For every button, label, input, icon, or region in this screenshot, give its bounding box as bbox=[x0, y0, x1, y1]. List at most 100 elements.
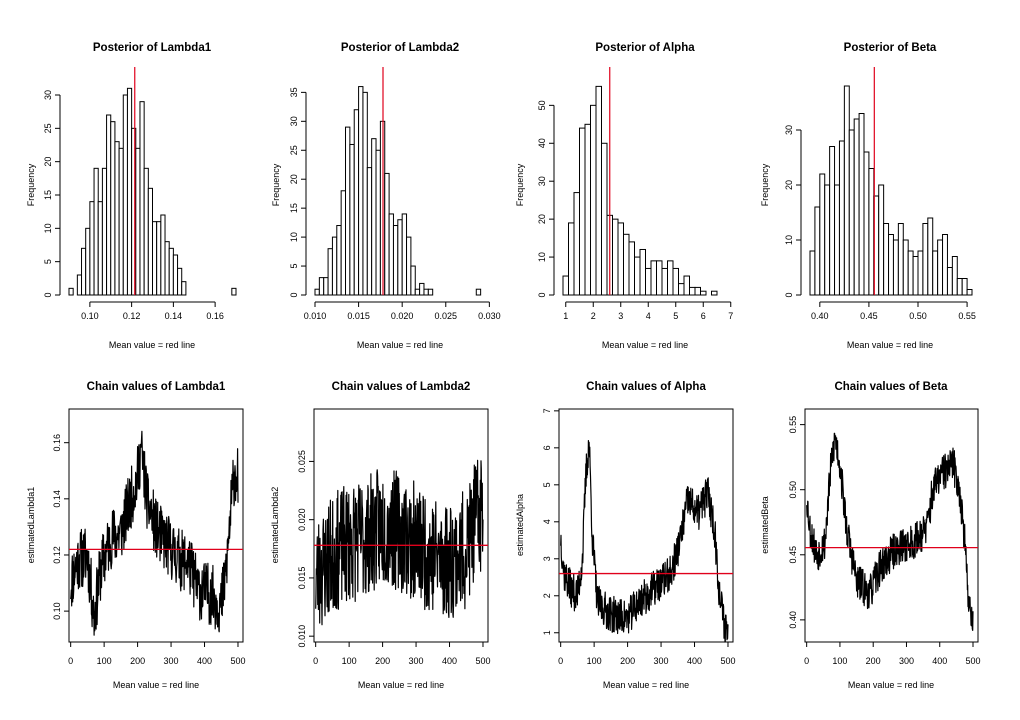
y-tick-label: 5 bbox=[542, 482, 552, 487]
y-tick-label: 0.10 bbox=[52, 602, 62, 620]
trace-lambda1-panel: Chain values of Lambda1 estimatedLambda1… bbox=[26, 381, 245, 690]
y-tick-label: 15 bbox=[289, 203, 299, 213]
histogram-bar bbox=[942, 234, 948, 296]
histogram-bar bbox=[863, 151, 870, 296]
histogram-bar bbox=[883, 223, 890, 296]
histogram-bar bbox=[371, 138, 377, 296]
y-tick-label: 30 bbox=[537, 176, 547, 186]
y-tick-label: 0.025 bbox=[297, 450, 307, 473]
y-axis-label: Frequency bbox=[271, 163, 281, 206]
y-tick-label: 4 bbox=[542, 519, 552, 524]
histogram-bar bbox=[85, 227, 91, 296]
y-tick-label: 7 bbox=[542, 408, 552, 413]
x-tick-label: 0.55 bbox=[958, 311, 976, 321]
y-tick-label: 20 bbox=[537, 214, 547, 224]
histogram-bar bbox=[475, 288, 482, 296]
x-tick-label: 400 bbox=[442, 656, 457, 666]
histogram-bar bbox=[595, 85, 602, 296]
chain-trace-line bbox=[315, 459, 484, 626]
x-tick-label: 0.025 bbox=[435, 311, 458, 321]
x-tick-label: 0.14 bbox=[165, 311, 183, 321]
histogram-bar bbox=[858, 113, 865, 296]
histogram-bar bbox=[122, 94, 128, 296]
panel-title: Chain values of Alpha bbox=[586, 381, 706, 393]
histogram-bar bbox=[937, 239, 944, 296]
y-axis-label: Frequency bbox=[760, 163, 770, 206]
panel-title: Posterior of Lambda2 bbox=[341, 42, 459, 54]
x-tick-label: 500 bbox=[230, 656, 245, 666]
histogram-bar bbox=[573, 192, 580, 296]
plot-frame bbox=[313, 408, 489, 643]
x-tick-label: 0 bbox=[68, 656, 73, 666]
histogram-bar bbox=[951, 256, 958, 296]
x-tick-label: 1 bbox=[563, 311, 568, 321]
y-axis-label: estimatedBeta bbox=[760, 496, 770, 554]
x-axis-label: Mean value = red line bbox=[847, 340, 933, 350]
histogram-bar bbox=[362, 91, 368, 296]
y-tick-label: 5 bbox=[289, 264, 299, 269]
y-tick-label: 0.020 bbox=[297, 508, 307, 531]
x-axis-label: Mean value = red line bbox=[113, 680, 199, 690]
histogram-bar bbox=[843, 85, 850, 296]
x-tick-label: 5 bbox=[673, 311, 678, 321]
histogram-bar bbox=[601, 142, 608, 296]
panel-title: Posterior of Beta bbox=[844, 42, 937, 54]
histogram-bar bbox=[406, 236, 412, 296]
x-tick-label: 500 bbox=[965, 656, 980, 666]
histogram-bar bbox=[81, 247, 87, 296]
histogram-bar bbox=[93, 167, 99, 296]
x-tick-label: 0.50 bbox=[909, 311, 927, 321]
histogram-bar bbox=[584, 123, 591, 296]
x-axis-label: Mean value = red line bbox=[109, 340, 195, 350]
histogram-bar bbox=[392, 225, 399, 296]
y-tick-label: 20 bbox=[289, 174, 299, 184]
x-tick-label: 0.45 bbox=[860, 311, 878, 321]
chain-trace-line bbox=[806, 432, 974, 632]
y-tick-label: 0.16 bbox=[52, 434, 62, 452]
histogram-bar bbox=[164, 241, 170, 296]
histogram-bar bbox=[848, 129, 855, 296]
histogram-bar bbox=[562, 275, 569, 296]
x-tick-label: 300 bbox=[164, 656, 179, 666]
x-tick-label: 0 bbox=[558, 656, 563, 666]
histogram-bar bbox=[590, 104, 597, 296]
histogram-bar bbox=[834, 184, 840, 296]
x-tick-label: 0.015 bbox=[347, 311, 370, 321]
x-tick-label: 0.020 bbox=[391, 311, 414, 321]
histogram-bar bbox=[623, 233, 630, 296]
y-axis-label: Frequency bbox=[26, 163, 36, 206]
x-tick-label: 500 bbox=[475, 656, 490, 666]
histogram-bar bbox=[423, 288, 429, 296]
histogram-bar bbox=[331, 236, 338, 296]
x-axis-label: Mean value = red line bbox=[848, 680, 934, 690]
x-tick-label: 400 bbox=[687, 656, 702, 666]
histogram-bar bbox=[902, 239, 909, 296]
y-axis-label: Frequency bbox=[515, 163, 525, 206]
y-tick-label: 50 bbox=[537, 100, 547, 110]
trace-alpha-panel: Chain values of Alpha estimatedAlpha Mea… bbox=[515, 381, 735, 690]
histogram-bar bbox=[101, 167, 108, 296]
y-tick-label: 20 bbox=[43, 157, 53, 167]
chain-trace-line bbox=[70, 430, 239, 636]
y-tick-label: 0 bbox=[784, 292, 794, 297]
histogram-bar bbox=[917, 250, 924, 296]
plot-frame bbox=[68, 408, 244, 643]
x-tick-label: 300 bbox=[899, 656, 914, 666]
histogram-bar bbox=[639, 248, 646, 296]
hist-beta-panel: Posterior of Beta Frequency Mean value =… bbox=[760, 42, 976, 350]
histogram-bar bbox=[68, 287, 74, 296]
histogram-bar bbox=[314, 288, 320, 296]
histogram-bar bbox=[118, 147, 124, 296]
histogram-bar bbox=[323, 277, 329, 296]
panel-title: Chain values of Beta bbox=[834, 381, 948, 393]
y-tick-label: 0 bbox=[43, 292, 53, 297]
y-tick-label: 15 bbox=[43, 190, 53, 200]
x-tick-label: 200 bbox=[130, 656, 145, 666]
histogram-bar bbox=[414, 288, 421, 296]
histogram-bar bbox=[384, 172, 390, 296]
histogram-bar bbox=[427, 288, 434, 296]
x-tick-label: 6 bbox=[701, 311, 706, 321]
histogram-bar bbox=[231, 287, 237, 296]
y-tick-label: 0.14 bbox=[52, 490, 62, 508]
